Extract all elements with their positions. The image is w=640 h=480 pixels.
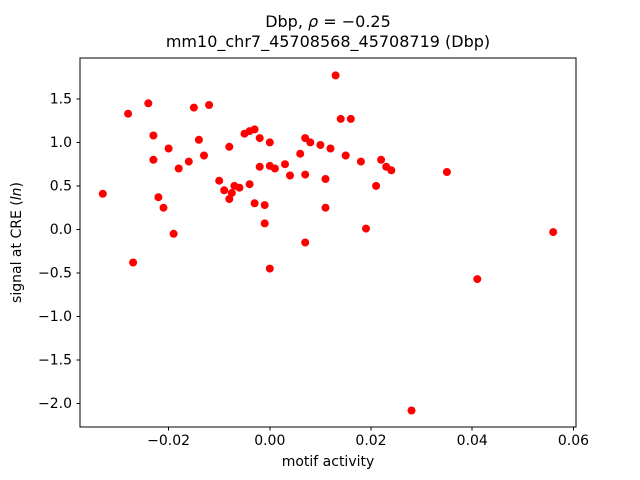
y-tick-label: 0.5 xyxy=(50,178,72,194)
x-tick-label: 0.06 xyxy=(558,433,589,449)
x-tick-label: −0.02 xyxy=(147,433,190,449)
data-point xyxy=(215,176,224,185)
data-point xyxy=(255,162,264,171)
data-point xyxy=(255,134,264,143)
chart-subtitle: mm10_chr7_45708568_45708719 (Dbp) xyxy=(166,32,490,52)
data-point xyxy=(260,219,269,228)
data-point xyxy=(194,135,203,144)
y-tick-label: −1.0 xyxy=(38,309,72,325)
data-point xyxy=(356,157,365,166)
data-point xyxy=(331,71,340,80)
data-point xyxy=(336,114,345,123)
data-point xyxy=(159,203,168,212)
data-point xyxy=(316,141,325,149)
data-point xyxy=(260,201,269,210)
axis-ticks: −0.02 0.00 0.02 0.04 0.06 −2.0 −1.5 −1.0 −0.5 0.0… xyxy=(38,91,589,449)
data-point xyxy=(169,229,178,238)
data-point xyxy=(321,203,330,212)
data-point xyxy=(281,160,289,169)
plot-border xyxy=(79,57,577,428)
data-point xyxy=(301,238,310,247)
data-point xyxy=(362,224,370,233)
y-tick-label: −2.0 xyxy=(38,396,72,412)
data-point xyxy=(549,228,558,237)
chart-title: Dbp, ρ = −0.25 xyxy=(265,12,391,31)
data-point xyxy=(407,406,416,415)
data-point xyxy=(346,114,355,123)
data-point xyxy=(154,193,163,202)
data-point xyxy=(250,199,259,208)
y-tick-label: −0.5 xyxy=(38,265,72,281)
y-tick-label: 1.0 xyxy=(50,135,72,151)
data-point xyxy=(174,164,183,173)
y-axis-label: signal at CRE (ln) xyxy=(9,182,25,303)
data-point xyxy=(98,189,107,198)
y-tick-label: 0.0 xyxy=(50,222,72,238)
data-point xyxy=(220,186,229,195)
data-point xyxy=(189,103,198,112)
y-tick-label: −1.5 xyxy=(38,352,72,368)
x-tick-label: 0.04 xyxy=(457,433,488,449)
data-point xyxy=(227,188,236,197)
x-axis-label: motif activity xyxy=(282,454,375,470)
data-point xyxy=(265,264,274,273)
data-point xyxy=(326,144,335,153)
data-point xyxy=(341,151,350,160)
data-point xyxy=(286,171,294,180)
data-point xyxy=(250,125,259,134)
data-point xyxy=(321,175,330,183)
data-point xyxy=(265,138,274,147)
data-point xyxy=(225,195,234,203)
data-point xyxy=(245,180,254,189)
data-point xyxy=(200,151,208,160)
data-point xyxy=(144,99,153,108)
data-point xyxy=(164,144,173,153)
x-tick-label: 0.00 xyxy=(254,433,285,449)
data-point xyxy=(205,101,214,109)
data-point xyxy=(149,155,158,164)
data-point xyxy=(124,109,133,118)
data-point xyxy=(372,181,381,190)
data-point xyxy=(184,157,193,166)
data-point xyxy=(377,155,386,164)
data-point xyxy=(473,275,482,284)
data-point xyxy=(387,166,396,175)
data-point xyxy=(225,142,234,151)
data-point xyxy=(442,168,451,176)
data-point xyxy=(301,170,310,179)
y-tick-label: 1.5 xyxy=(50,91,72,107)
data-point xyxy=(235,183,244,192)
data-point xyxy=(149,131,158,140)
data-point xyxy=(296,149,305,158)
data-point xyxy=(306,138,315,147)
scatter-points xyxy=(98,71,558,415)
x-tick-label: 0.02 xyxy=(355,433,386,449)
data-point xyxy=(129,258,138,267)
data-point xyxy=(270,164,279,173)
